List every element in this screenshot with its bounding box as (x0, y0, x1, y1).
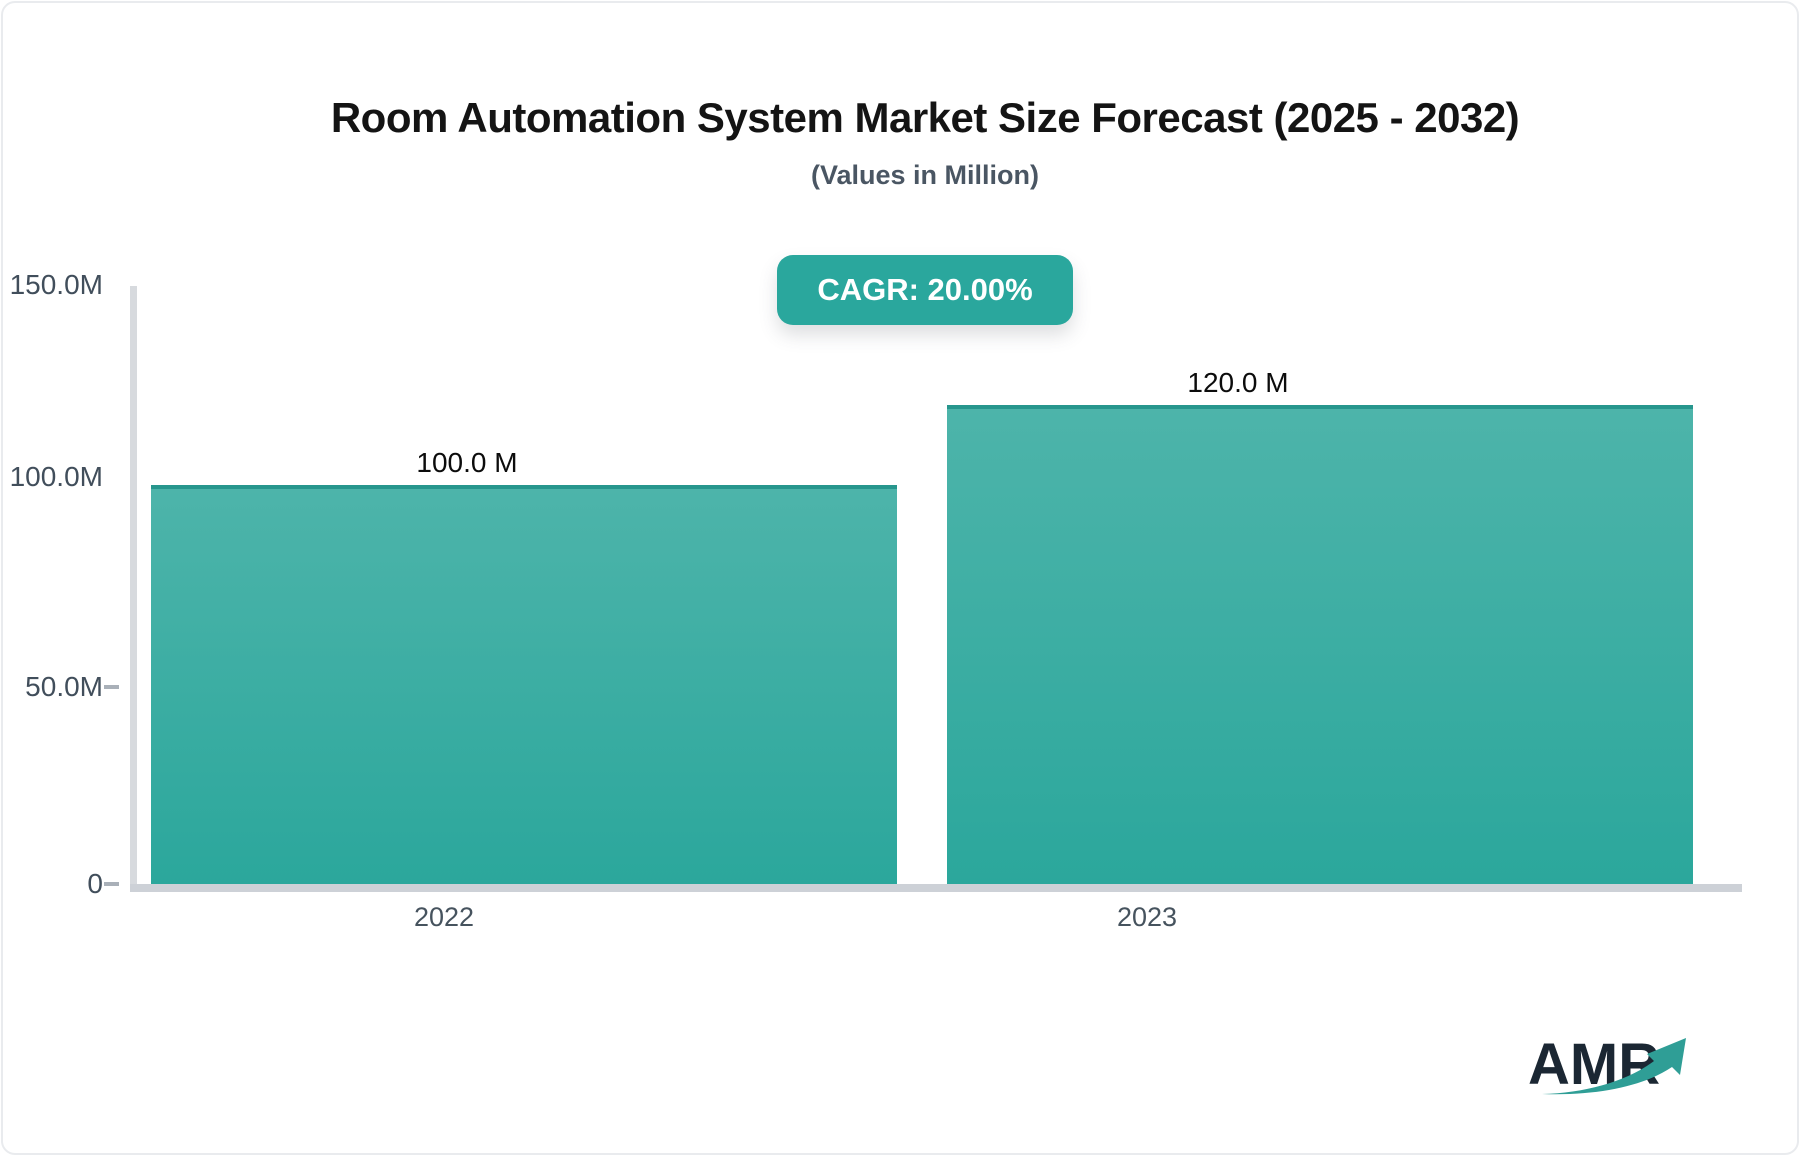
ytick-label-0: 0 (87, 868, 103, 899)
ytick-label-50m: 50.0M (25, 671, 103, 702)
xtick-label-2023: 2023 (1116, 902, 1178, 932)
x-axis-baseline (130, 884, 1742, 892)
bar-value-2023: 120.0 M (1187, 367, 1289, 398)
bar-2022 (151, 485, 897, 884)
trend-up-arrow-icon (1542, 1038, 1686, 1095)
amr-logo-text: AMR (1528, 1032, 1660, 1097)
xtick-label-2022: 2022 (413, 902, 475, 932)
y-axis-line (130, 286, 137, 892)
chart-title: Room Automation System Market Size Forec… (330, 94, 1520, 141)
cagr-badge: CAGR: 20.00% (777, 255, 1073, 325)
ytick-label-150m: 150.0M (9, 269, 103, 300)
ytick-mark-50m (104, 685, 119, 689)
bar-2023 (947, 405, 1693, 884)
amr-logo: AMR (1528, 1032, 1686, 1097)
chart-subtitle: (Values in Million) (810, 160, 1040, 190)
ytick-label-100m: 100.0M (9, 461, 103, 492)
ytick-mark-0 (104, 882, 119, 886)
bar-value-2022: 100.0 M (416, 447, 518, 478)
